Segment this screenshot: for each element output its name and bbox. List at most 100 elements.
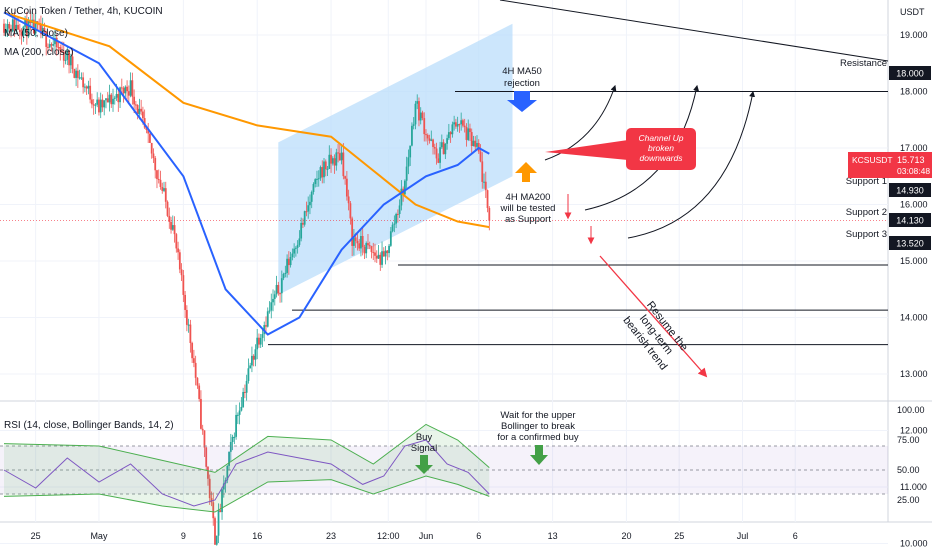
time-tick-label: May [90,531,108,541]
candle-body [379,254,382,265]
candle-body [66,50,69,60]
candle-body [282,274,285,279]
rsi-axis[interactable]: 100.00 75.00 50.00 25.00 [897,405,925,505]
candle-body [381,251,383,265]
candle-body [486,190,489,209]
candle-body [358,243,361,249]
candle-body [185,309,188,325]
price-tick-label: 10.000 [900,539,928,549]
candle-body [284,272,287,275]
candle-body [191,343,194,359]
candle-body [393,223,396,225]
candle-body [80,77,83,79]
candle-body [432,139,434,147]
candle-body [462,120,464,126]
candle-body [323,161,325,178]
ma50-line [3,11,490,336]
candle-body [460,120,463,125]
candle-body [368,245,371,247]
candle-body [134,104,137,106]
time-tick-label: 16 [252,531,262,541]
candle-body [222,483,225,490]
candle-body [71,56,74,69]
candle-body [138,108,141,114]
time-tick-label: 9 [181,531,186,541]
candle-body [8,24,11,29]
candle-body [386,250,389,254]
ma200-test-line2: will be tested [500,203,556,214]
candle-body [57,47,60,49]
candle-body [370,246,373,253]
candle-body [205,447,208,467]
candle-body [287,258,290,266]
time-tick-label: Jul [737,531,749,541]
candle-body [476,143,478,147]
candle-body [149,133,151,143]
candle-body [154,158,157,171]
price-axis[interactable]: 19.000 18.000 17.000 16.000 15.000 14.000 13.0… [900,30,928,549]
candle-body [458,124,461,126]
candle-body [479,151,482,162]
candle-body [425,134,427,136]
ma50-legend: MA (50, close) [4,28,68,39]
time-tick-label: 25 [674,531,684,541]
candle-body [201,428,204,431]
candle-body [302,222,304,225]
candle-body [105,98,107,101]
candle-body [112,98,114,105]
candle-body [330,154,332,164]
candle-body [324,161,327,170]
channel-up-polygon [278,23,513,295]
candle-body [147,129,150,134]
candle-body [52,44,55,46]
candle-body [391,224,394,232]
candle-body [259,337,262,345]
support3-price: 13.520 [896,239,924,249]
candle-body [156,170,158,179]
candle-body [293,248,296,254]
bollinger-fill [4,424,490,512]
candle-body [96,99,99,105]
callout-line3: downwards [640,153,684,163]
candle-body [108,94,111,103]
candle-body [333,158,336,166]
candle-body [163,188,165,191]
candle-body [17,24,19,30]
candle-body [382,251,385,257]
price-tick-label: 12.000 [900,426,928,436]
candle-body [247,368,250,381]
candle-body [55,37,58,48]
support3-label: Support 3 [846,229,887,240]
candle-body [384,250,387,257]
support2-price-tag: 14.130 [889,213,931,227]
ma200-legend: MA (200, close) [4,47,73,58]
support1-label: Support 1 [846,176,887,187]
candle-body [124,86,127,94]
rsi-tick-label: 50.00 [897,465,920,475]
candle-body [115,94,118,98]
candle-body [126,86,128,92]
candle-body [91,99,93,105]
time-axis[interactable]: 25 May 9 16 23 12:00 Jun 6 13 20 25 Jul 6 [31,531,798,541]
candle-body [113,97,116,99]
rebound-arrow-1 [544,84,617,161]
candle-body [193,358,195,363]
candle-body [354,237,357,241]
candle-body [444,143,447,155]
candle-body [177,248,179,253]
candle-body [321,167,324,178]
candle-body [145,127,148,130]
rsi-pane[interactable] [0,402,888,522]
candle-body [61,50,63,52]
ma200-test-line3: as Support [505,214,551,225]
candle-body [150,142,153,154]
candle-body [340,152,343,161]
buy-signal-arrow-icon [415,455,433,474]
ticker-label: KCSUSDT [852,155,893,165]
resistance-price: 18.000 [896,69,924,79]
candle-body [189,324,192,344]
rsi-indicator [0,423,888,513]
candle-body [194,362,197,378]
candle-body [456,124,459,127]
